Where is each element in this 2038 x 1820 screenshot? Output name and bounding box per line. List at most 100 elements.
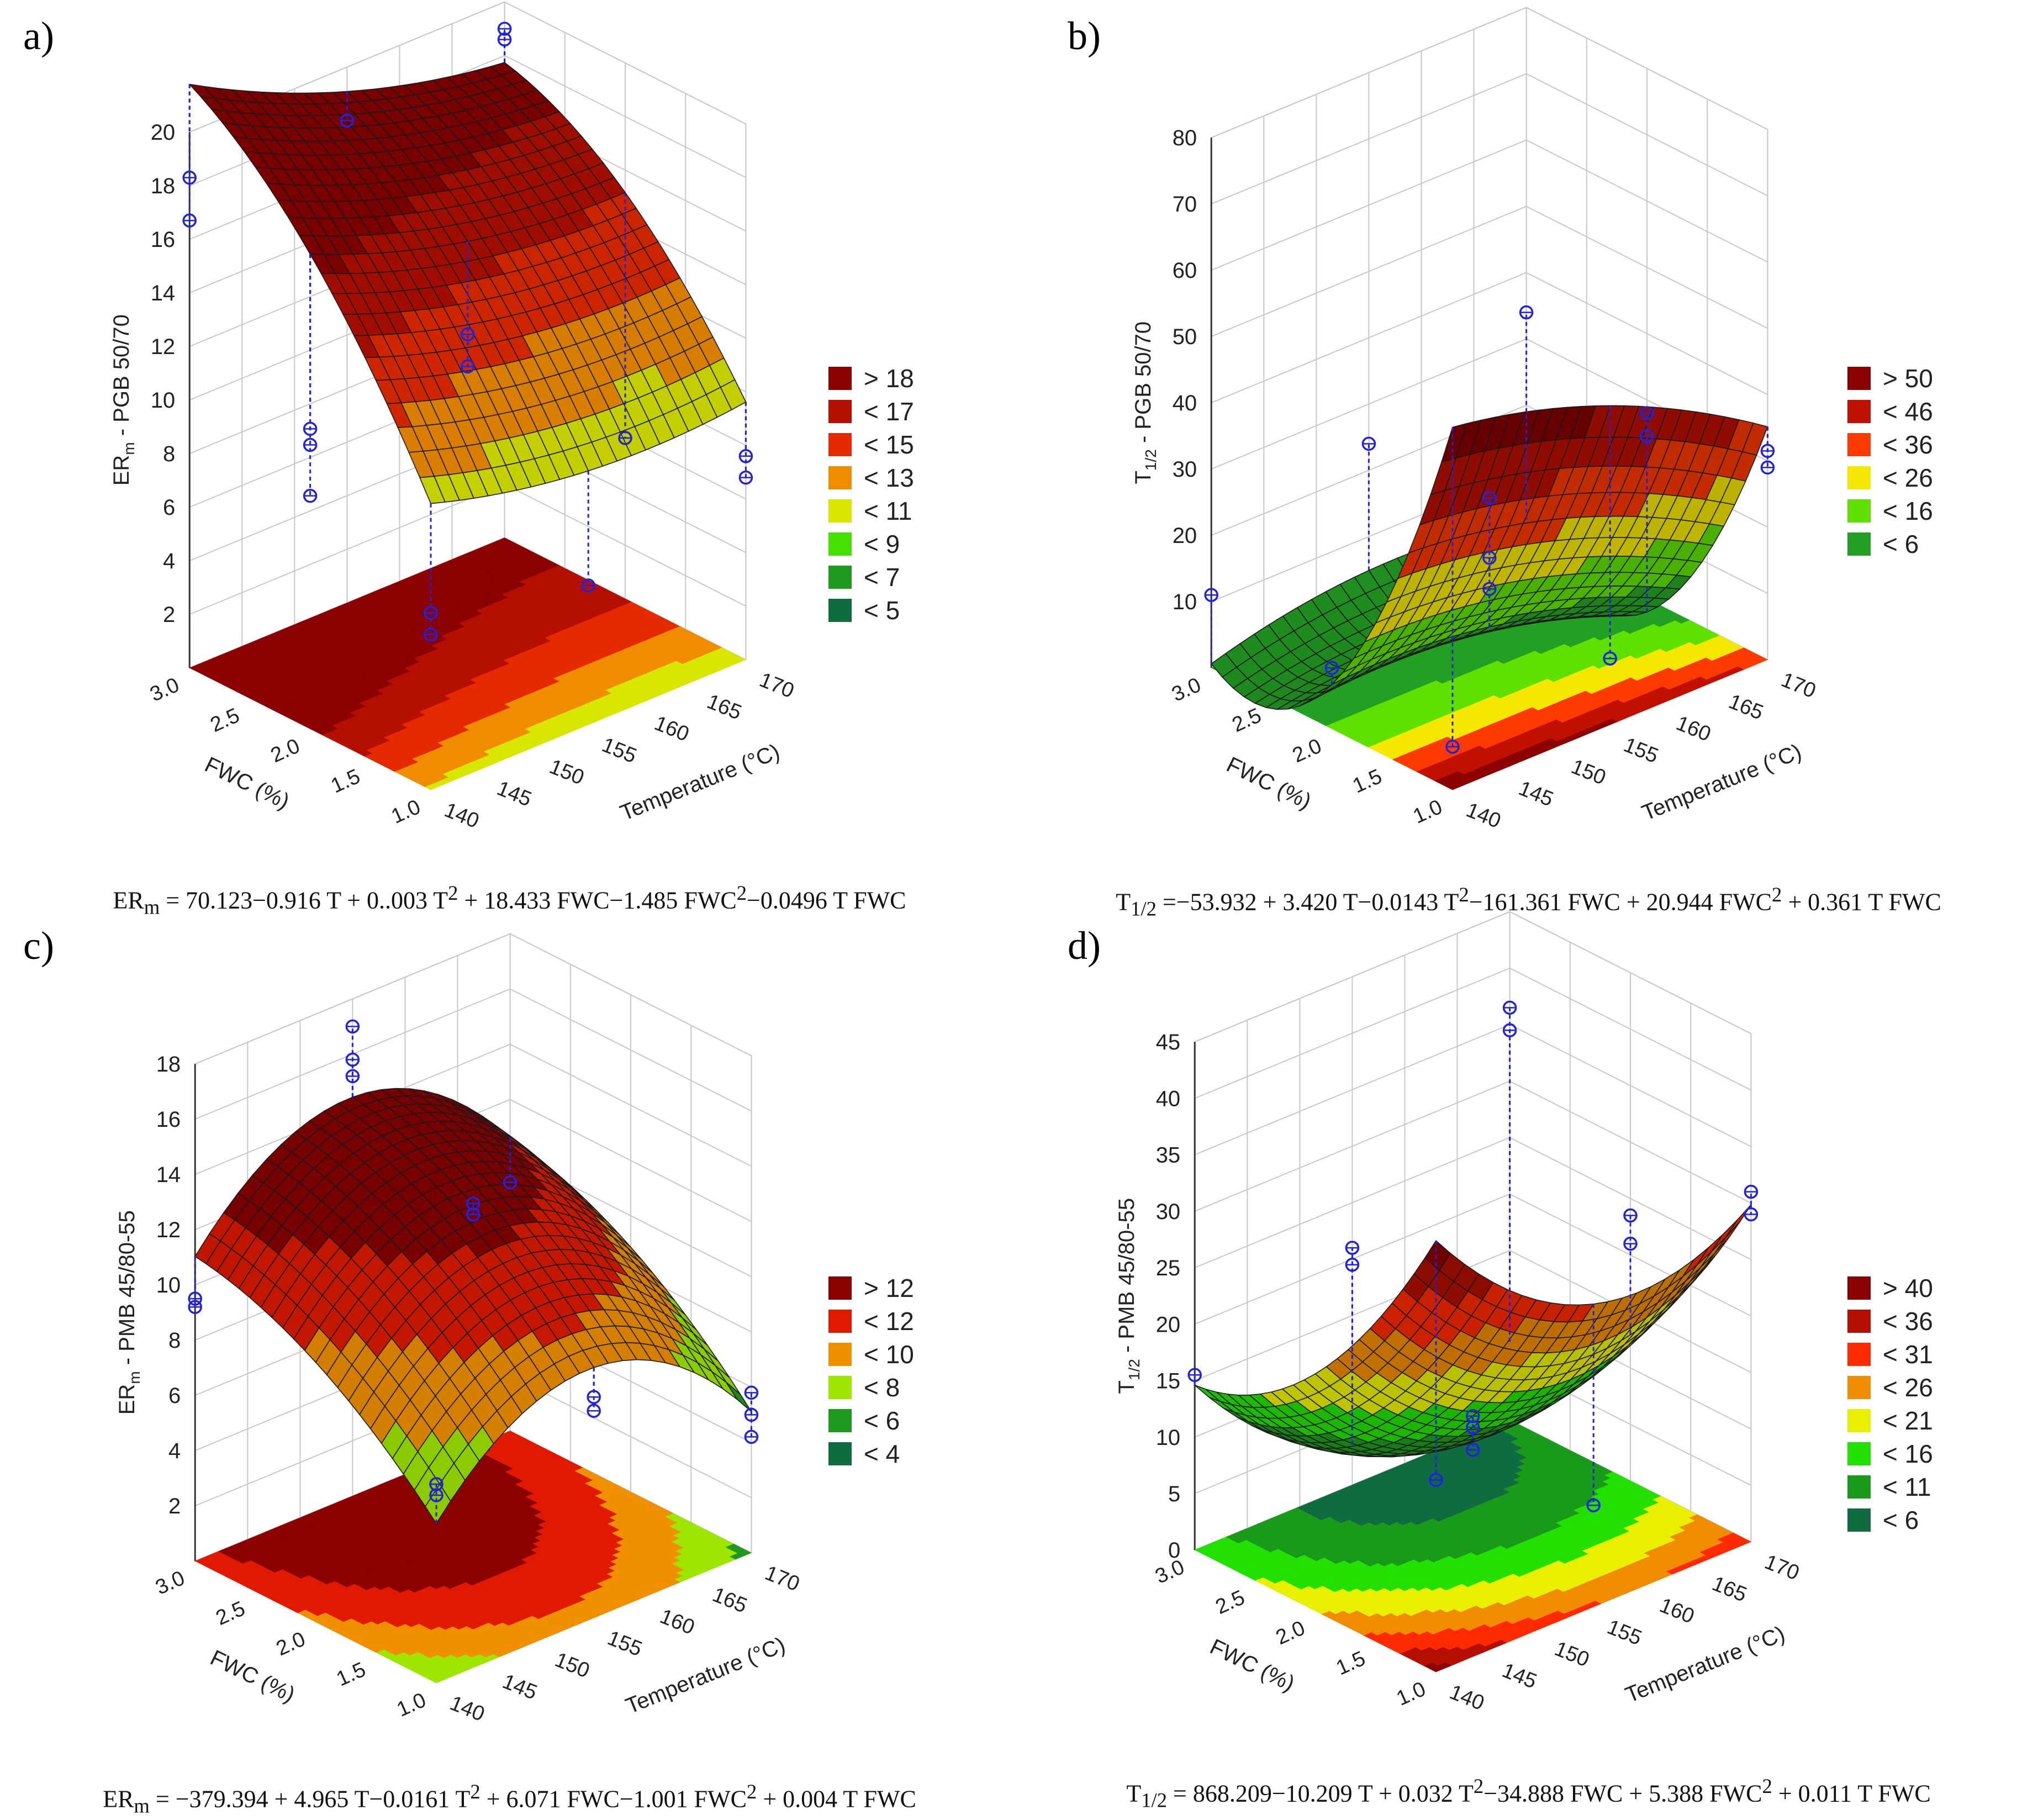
grid-line [1211,139,1768,271]
legend-label: < 11 [864,497,912,525]
eq-part1: = 868.209−10.209 T + 0.032 T [1167,1780,1474,1807]
legend-item: < 6 [1847,1504,1933,1537]
chart-panel-b: b) 10 20 30 40 50 60 70 80 140 145 150 155 160 165 170… [1019,0,2038,920]
grid-line [1211,272,1768,404]
eq-part3: −0.0496 T FWC [747,887,906,914]
floor-contour [189,537,747,790]
panel-label: c) [23,924,54,968]
legend-swatch [828,599,852,622]
observed-points [1187,1000,1759,1512]
model-equation: T1/2 =−53.932 + 3.420 T−0.0143 T2−161.36… [1019,883,2038,920]
legend-swatch [828,1276,852,1300]
legend-label: < 9 [864,530,900,558]
z-tick-label: 30 [1173,457,1197,482]
legend-item: < 15 [828,428,914,461]
legend-swatch [828,566,852,589]
legend-item: > 40 [1847,1272,1933,1305]
eq-sup1: 2 [1473,1775,1484,1797]
legend-swatch [828,1376,852,1399]
x-tick-label: 140 [1446,1680,1488,1715]
z-tick-label: 14 [151,281,176,305]
x-tick-label: 165 [1709,1572,1750,1607]
grid-line [1211,205,1768,337]
z-tick-label: 20 [1156,1312,1181,1337]
z-tick-label: 16 [156,1107,181,1132]
legend-label: < 4 [864,1439,900,1468]
surface-plot: 2 4 6 8 10 12 14 16 18 140 145 150 155 160 165 170 1.0 1.… [115,932,803,1726]
legend-swatch [828,499,852,523]
y-tick-label: 2.5 [1212,1586,1248,1619]
z-tick-label: 8 [168,1328,181,1353]
z-tick-label: 5 [1168,1482,1180,1506]
z-axis-title: T1/2 - PGB 50/70 [1131,321,1159,484]
x-axis-title: Temperature (°C) [1622,1622,1788,1708]
legend-item: < 4 [828,1437,914,1470]
eq-lhs: ER [103,1785,134,1813]
x-tick-label: 160 [1656,1594,1698,1628]
z-tick-label: 12 [156,1218,181,1242]
response-surface [1194,1204,1752,1458]
z-tick-label: 45 [1156,1030,1181,1054]
z-tick-label: 10 [151,388,176,413]
legend-item: < 5 [828,594,914,627]
y-tick-label: 1.0 [388,795,424,829]
x-axis-title: Temperature (°C) [1639,740,1805,826]
grid-line [1211,7,1768,139]
eq-lhs: T [1126,1780,1142,1807]
y-tick-label: 1.5 [1333,1647,1369,1680]
z-tick-label: 30 [1156,1200,1181,1224]
legend-swatch [828,367,852,390]
legend-swatch [828,400,852,423]
legend-item: < 8 [828,1371,914,1404]
legend-item: < 17 [828,395,914,428]
z-tick-label: 18 [151,174,176,198]
x-tick-label: 145 [494,777,535,811]
x-tick-label: 170 [756,668,798,703]
z-tick-label: 50 [1173,325,1197,349]
eq-sup2: 2 [1762,1775,1772,1797]
legend-label: < 16 [1883,497,1933,525]
surface-plot: 10 20 30 40 50 60 70 80 140 145 150 155 160 165 170 1.0… [1131,6,1819,833]
x-tick-label: 165 [1725,690,1767,725]
grid-line [1194,1249,1751,1381]
y-tick-label: 3.0 [1169,673,1205,706]
eq-part2: + 18.433 FWC−1.485 FWC [458,887,737,914]
legend-label: < 17 [864,397,914,426]
legend: > 50 < 46 < 36 < 26 < 16 < 6 [1847,362,1933,561]
eq-part3: + 0.004 T FWC [757,1785,916,1813]
legend-swatch [1847,1276,1871,1300]
legend: > 12 < 12 < 10 < 8 < 6 < 4 [828,1272,914,1470]
legend-label: < 36 [1883,1307,1933,1336]
x-tick-label: 150 [552,1648,593,1683]
x-tick-label: 140 [447,1691,488,1726]
legend-swatch [1847,1442,1871,1465]
observed-points [188,1019,759,1524]
x-tick-label: 155 [1604,1616,1645,1650]
legend-swatch [828,1409,852,1432]
y-tick-label: 2.0 [1289,734,1325,767]
legend-label: < 6 [1883,1506,1919,1534]
observed-points [1204,305,1775,754]
y-tick-label: 2.5 [213,1597,249,1630]
y-tick-label: 2.0 [267,734,303,767]
legend-swatch [1847,466,1871,489]
legend-label: < 36 [1883,430,1933,459]
grid-line [1194,911,1751,1043]
y-tick-label: 1.5 [333,1658,369,1691]
legend-item: < 9 [828,527,914,561]
z-axis-title: T1/2 - PMB 45/80-55 [1115,1198,1143,1394]
z-tick-label: 40 [1173,391,1197,415]
eq-sup2: 2 [1772,883,1782,906]
z-tick-label: 12 [151,335,176,359]
eq-sup2: 2 [736,882,747,904]
panel-label: a) [23,14,54,58]
eq-sup1: 2 [470,1780,481,1803]
grid-line [194,988,752,1120]
y-tick-label: 2.0 [1273,1616,1308,1649]
legend-swatch [828,532,852,556]
legend-item: < 11 [1847,1470,1933,1504]
y-tick-label: 1.0 [1393,1677,1429,1711]
y-tick-label: 2.5 [1229,704,1265,737]
z-tick-label: 10 [1173,590,1197,614]
chart-panel-a: a) 2 4 6 8 10 12 14 16 18 20 140 145 150 155 160 165 170… [0,0,1019,918]
